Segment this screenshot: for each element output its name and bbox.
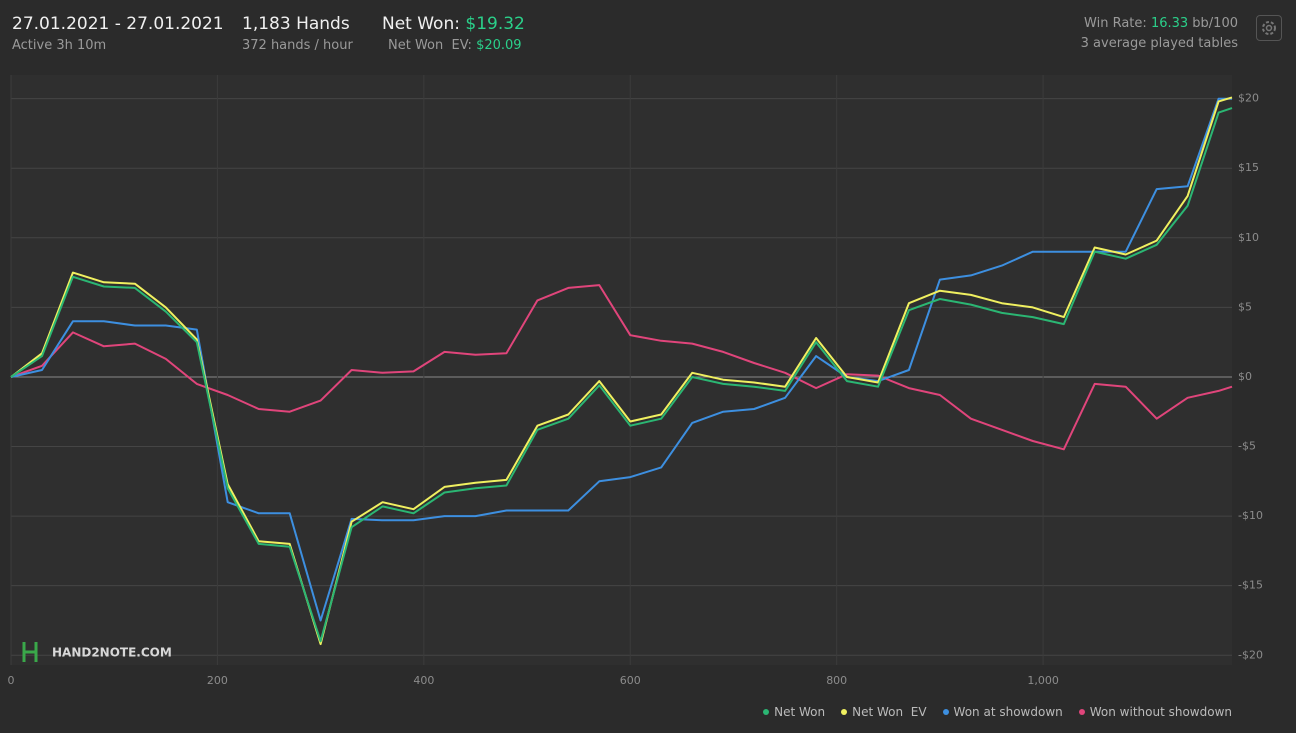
- legend-label: Won at showdown: [953, 705, 1063, 719]
- y-tick-label: -$10: [1238, 509, 1263, 522]
- watermark-text: HAND2NOTE.COM: [52, 646, 172, 660]
- y-tick-label: $5: [1238, 300, 1252, 313]
- legend-swatch: [1078, 709, 1085, 715]
- y-tick-label: $10: [1238, 231, 1259, 244]
- y-tick-label: $0: [1238, 370, 1252, 383]
- win-rate-unit: bb/100: [1192, 16, 1238, 31]
- legend-label: Won without showdown: [1089, 705, 1232, 719]
- y-tick-label: $15: [1238, 161, 1259, 174]
- legend-swatch: [841, 709, 848, 715]
- hands: 1,183 Hands: [242, 14, 350, 34]
- y-tick-label: -$15: [1238, 579, 1263, 592]
- win-rate-label: Win Rate:: [1084, 16, 1147, 31]
- win-rate: Win Rate: 16.33 bb/100: [1084, 16, 1238, 31]
- net-won-ev: Net Won EV: $20.09: [388, 38, 522, 53]
- hands-per-hour: 372 hands / hour: [242, 38, 353, 53]
- legend-swatch: [763, 709, 770, 715]
- lines: [10, 96, 1233, 646]
- legend-swatch: [942, 709, 949, 715]
- legend-label: Net Won EV: [852, 705, 927, 719]
- y-tick-label: $20: [1238, 92, 1259, 105]
- y-tick-label: -$20: [1238, 648, 1263, 661]
- x-tick-label: 400: [413, 674, 434, 687]
- legend: Net Won Net Won EV Won at showdown Won with…: [763, 705, 1232, 719]
- x-tick-label: 800: [826, 674, 847, 687]
- series-line: [10, 107, 1233, 643]
- series-line: [10, 97, 1232, 622]
- legend-label: Net Won: [774, 705, 826, 719]
- y-tick-label: -$5: [1238, 440, 1256, 453]
- win-rate-value: 16.33: [1150, 16, 1189, 31]
- watermark: HAND2NOTE.COM: [22, 642, 172, 662]
- grid: $20 $15 $10 $5 $0 -$5 -$10 -$15 -$20 0 200 400 600 80…: [8, 75, 1263, 687]
- series-line: [10, 284, 1233, 451]
- x-tick-label: 200: [207, 674, 228, 687]
- net-won: Net Won: $19.32: [382, 14, 525, 34]
- net-won-ev-value: $20.09: [476, 38, 522, 53]
- net-won-value: $19.32: [465, 14, 525, 34]
- legend-item[interactable]: Won at showdown: [942, 705, 1063, 719]
- net-won-label: Net Won:: [382, 14, 460, 34]
- x-tick-label: 600: [620, 674, 641, 687]
- legend-item[interactable]: Net Won EV: [841, 705, 927, 719]
- plot-area: [11, 75, 1232, 665]
- tables: 3 average played tables: [1080, 36, 1238, 51]
- series-line: [10, 96, 1233, 646]
- date-range: 27.01.2021 - 27.01.2021: [12, 14, 224, 34]
- active-time: Active 3h 10m: [12, 38, 107, 53]
- x-tick-label: 0: [8, 674, 15, 687]
- gear-icon: [1262, 21, 1276, 35]
- settings-button[interactable]: [1256, 15, 1282, 41]
- x-tick-label: 1,000: [1027, 674, 1059, 687]
- legend-item[interactable]: Net Won: [763, 705, 825, 719]
- legend-item[interactable]: Won without showdown: [1078, 705, 1232, 719]
- net-won-ev-label: Net Won EV:: [388, 38, 472, 53]
